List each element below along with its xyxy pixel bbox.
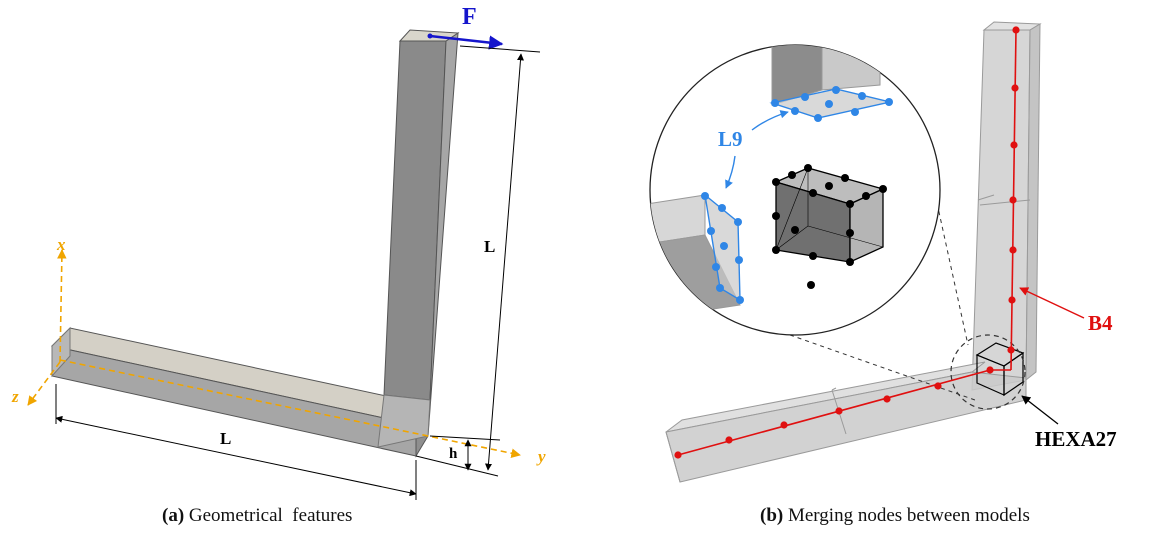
zoom-region-circle <box>950 334 1026 410</box>
l9-node <box>720 242 728 250</box>
l9-node <box>771 99 779 107</box>
l9-node <box>858 92 866 100</box>
b4-arrow <box>1019 287 1085 319</box>
hexa-node <box>846 229 854 237</box>
horizontal-beam <box>50 326 429 458</box>
caption-a: (a) Geometrical features <box>162 505 352 527</box>
l9-arrow-top <box>751 110 789 131</box>
panel-b-model: L9 B4 HEXA27 <box>649 21 1117 483</box>
caption-b-text: Merging nodes between models <box>787 505 1030 526</box>
force-origin <box>427 33 433 39</box>
beam-node <box>674 451 682 459</box>
hexa27-label: HEXA27 <box>1035 427 1117 451</box>
beam-node <box>986 366 994 374</box>
beam-node <box>780 421 788 429</box>
length-label-vertical: L <box>484 237 495 256</box>
axis-x-label: x <box>56 235 66 254</box>
vertical-column <box>377 29 460 448</box>
hexa-node <box>807 281 815 289</box>
caption-a-text: Geometrical features <box>188 505 353 526</box>
beam-node <box>883 395 891 403</box>
hexa-node <box>791 226 799 234</box>
l9-node <box>851 108 859 116</box>
hexa27-arrow <box>1021 395 1059 425</box>
beam-node <box>1011 84 1019 92</box>
l9-node <box>735 256 743 264</box>
caption-b: (b) Merging nodes between models <box>760 505 1030 527</box>
hexa-node <box>879 185 887 193</box>
length-label-horizontal: L <box>220 429 231 448</box>
hexa-node <box>809 252 817 260</box>
zoom-line-lower <box>789 334 976 401</box>
height-label: h <box>449 446 458 462</box>
l9-node <box>791 107 799 115</box>
hexa-node <box>862 192 870 200</box>
l9-node <box>707 227 715 235</box>
beam-node <box>1010 141 1018 149</box>
l9-nodes-top <box>771 86 893 122</box>
force-arrow <box>429 34 504 50</box>
hexa-node <box>772 212 780 220</box>
dim-ext-bottom <box>415 455 499 477</box>
beam-node <box>934 382 942 390</box>
hexa-node <box>841 174 849 182</box>
axis-z-label: z <box>11 387 19 406</box>
x-axis-line <box>57 249 67 363</box>
l9-label: L9 <box>718 127 743 151</box>
beam-node <box>1008 296 1016 304</box>
l9-node <box>718 204 726 212</box>
hexa-node <box>846 258 854 266</box>
beam-segments <box>665 361 1027 483</box>
beam-node <box>725 436 733 444</box>
hexa27-nodes <box>772 164 887 289</box>
beam-node <box>1009 246 1017 254</box>
dim-vertical-l <box>485 53 524 471</box>
beam-node <box>835 407 843 415</box>
beam-node <box>1012 26 1020 34</box>
hexa-node <box>772 178 780 186</box>
y-axis-line <box>59 359 521 458</box>
axis-y-label: y <box>536 447 546 466</box>
caption-a-tag: (a) <box>162 505 185 526</box>
hexa-node <box>772 246 780 254</box>
hexa-node <box>788 171 796 179</box>
beam-node <box>1007 346 1015 354</box>
column-segments <box>971 21 1042 391</box>
l9-node <box>716 284 724 292</box>
l9-nodes-left <box>701 192 744 304</box>
panel-a-geometry: F L L h x y z <box>11 4 546 500</box>
l9-node <box>801 93 809 101</box>
l9-node <box>712 263 720 271</box>
hexa-node <box>804 164 812 172</box>
l9-node <box>734 218 742 226</box>
z-axis-line <box>27 361 61 406</box>
dim-horizontal-l <box>55 415 417 497</box>
force-label: F <box>462 4 477 30</box>
l9-node <box>832 86 840 94</box>
l9-node <box>885 98 893 106</box>
l9-node <box>701 192 709 200</box>
caption-b-tag: (b) <box>760 505 784 526</box>
l9-node <box>814 114 822 122</box>
b4-label: B4 <box>1088 311 1113 335</box>
b4-nodes <box>674 26 1020 459</box>
l9-node <box>825 100 833 108</box>
beam-node <box>1009 196 1017 204</box>
dim-ext-top <box>459 45 541 53</box>
hexa-node <box>809 189 817 197</box>
l9-arrow-left <box>725 155 736 189</box>
hexa-node <box>825 182 833 190</box>
hexa-node <box>846 200 854 208</box>
l9-node <box>736 296 744 304</box>
dim-ext-mid <box>429 435 501 441</box>
